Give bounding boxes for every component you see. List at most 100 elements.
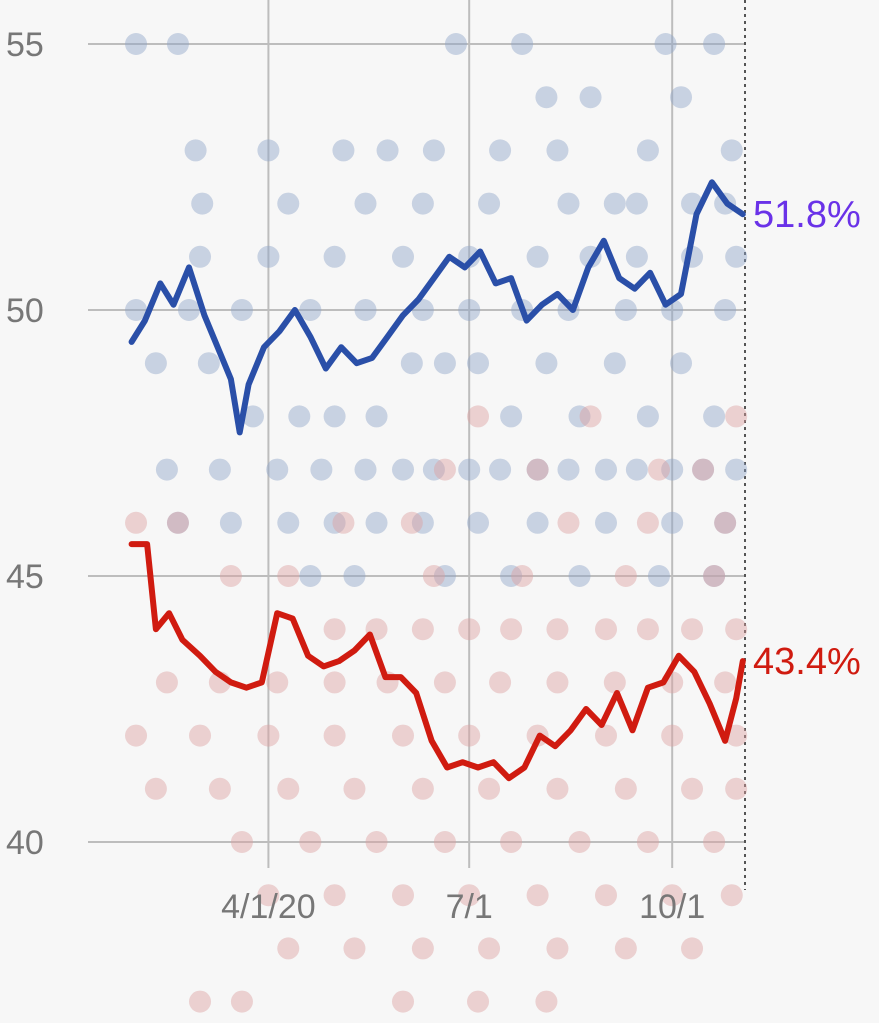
y-tick-label: 50 (6, 292, 44, 330)
poll-dot (433, 565, 456, 587)
poll-dot (526, 458, 549, 481)
y-tick-label: 55 (6, 26, 44, 64)
poll-dot (579, 405, 602, 428)
poll-dot (343, 937, 366, 960)
poll-dot (144, 352, 167, 375)
poll-dot (681, 937, 704, 960)
poll-dot (636, 831, 659, 853)
poll-dot (219, 565, 242, 587)
poll-dot (411, 937, 434, 960)
poll-dot (323, 511, 346, 534)
poll-dot (354, 192, 377, 215)
poll-dot (189, 724, 212, 747)
poll-dot (241, 405, 264, 428)
poll-dot (467, 511, 490, 534)
poll-dot (323, 724, 346, 747)
poll-dot (725, 405, 748, 428)
poll-dot (343, 777, 366, 800)
poll-dot (511, 565, 534, 587)
end-labels: 51.8% 43.4% (753, 194, 861, 683)
poll-dot (266, 671, 289, 694)
poll-dot (661, 511, 684, 534)
grid (88, 0, 746, 890)
poll-dot (400, 352, 423, 375)
poll-dot (392, 458, 415, 481)
poll-dot (458, 884, 481, 907)
poll-dot (594, 511, 617, 534)
poll-dot (277, 192, 300, 215)
trend-line-1 (128, 541, 746, 782)
poll-dot (392, 724, 415, 747)
poll-dot (535, 86, 558, 109)
poll-dot (458, 299, 481, 321)
poll-dot (277, 777, 300, 800)
poll-dot (433, 352, 456, 375)
poll-dot (546, 937, 569, 960)
poll-dot (714, 511, 737, 534)
poll-dot (661, 724, 684, 747)
poll-dot (125, 724, 148, 747)
poll-dot (458, 245, 481, 268)
poll-dot (603, 352, 626, 375)
poll-dot (365, 405, 388, 428)
poll-dot (392, 884, 415, 907)
poll-dot (526, 511, 549, 534)
poll-dot (703, 565, 726, 587)
poll-dot (433, 671, 456, 694)
poll-dot (208, 458, 231, 481)
poll-dot (166, 33, 189, 55)
poll-dot (422, 565, 445, 587)
poll-dot (288, 405, 311, 428)
poll-dot (230, 831, 253, 853)
poll-dot (125, 299, 148, 321)
poll-dot (500, 618, 523, 641)
poll-dot (720, 884, 743, 907)
poll-dot (681, 777, 704, 800)
poll-dot (189, 990, 212, 1013)
poll-dot (703, 405, 726, 428)
poll-dot (500, 565, 523, 587)
tick-labels: 40 45 50 55 4/1/20 7/1 10/1 (6, 26, 705, 926)
poll-dot (230, 990, 253, 1013)
poll-dot (579, 86, 602, 109)
poll-dot (603, 192, 626, 215)
poll-dot (257, 245, 280, 268)
poll-dot (392, 990, 415, 1013)
poll-dot (647, 458, 670, 481)
poll-dot (411, 777, 434, 800)
poll-dot (230, 299, 253, 321)
poll-dot (625, 458, 648, 481)
poll-dot (636, 618, 659, 641)
poll-dot (323, 245, 346, 268)
poll-dot (277, 937, 300, 960)
poll-dot (511, 33, 534, 55)
poll-dot (594, 884, 617, 907)
poll-dot (526, 458, 549, 481)
poll-dot (310, 458, 333, 481)
poll-dot (197, 352, 220, 375)
x-tick-label: 4/1/20 (221, 888, 316, 926)
poll-dot (365, 511, 388, 534)
poll-dots (125, 33, 748, 1013)
poll-dot (125, 33, 148, 55)
poll-dot (299, 565, 322, 587)
poll-dot (594, 458, 617, 481)
poll-dot (725, 618, 748, 641)
poll-dot (625, 245, 648, 268)
poll-dot (365, 831, 388, 853)
poll-dot (526, 245, 549, 268)
poll-dot (614, 937, 637, 960)
poll-dot (654, 33, 677, 55)
poll-dot (670, 86, 693, 109)
poll-dot (489, 139, 512, 162)
poll-dot (323, 884, 346, 907)
poll-dot (257, 884, 280, 907)
poll-dot (636, 405, 659, 428)
poll-dot (557, 511, 580, 534)
poll-dot (594, 724, 617, 747)
poll-dot (725, 458, 748, 481)
end-value-label: 43.4% (753, 641, 861, 683)
trend-lines (128, 179, 746, 782)
poll-dot (720, 139, 743, 162)
